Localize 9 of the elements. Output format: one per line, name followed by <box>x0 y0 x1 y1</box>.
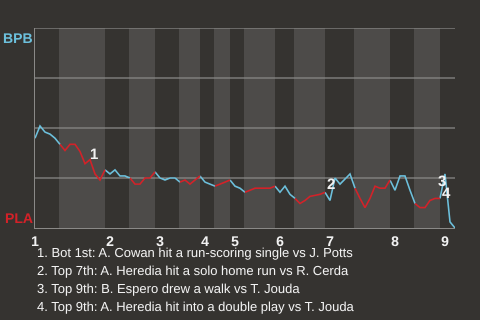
text: 3. Top 9th: B. Espero drew a walk vs T. Jouda <box>37 281 300 296</box>
text: BPB <box>3 30 33 46</box>
annotation: 1 <box>90 146 98 163</box>
text: 2. Top 7th: A. Heredia hit a solo home run vs R. Cerda <box>37 263 349 278</box>
text: 4. Top 9th: A. Heredia hit into a double play vs T. Jouda <box>37 299 355 314</box>
x-tick-label: 9 <box>441 232 450 249</box>
x-tick-label: 1 <box>31 232 40 249</box>
x-tick-label: 8 <box>391 232 400 249</box>
text: PLA <box>5 210 33 226</box>
